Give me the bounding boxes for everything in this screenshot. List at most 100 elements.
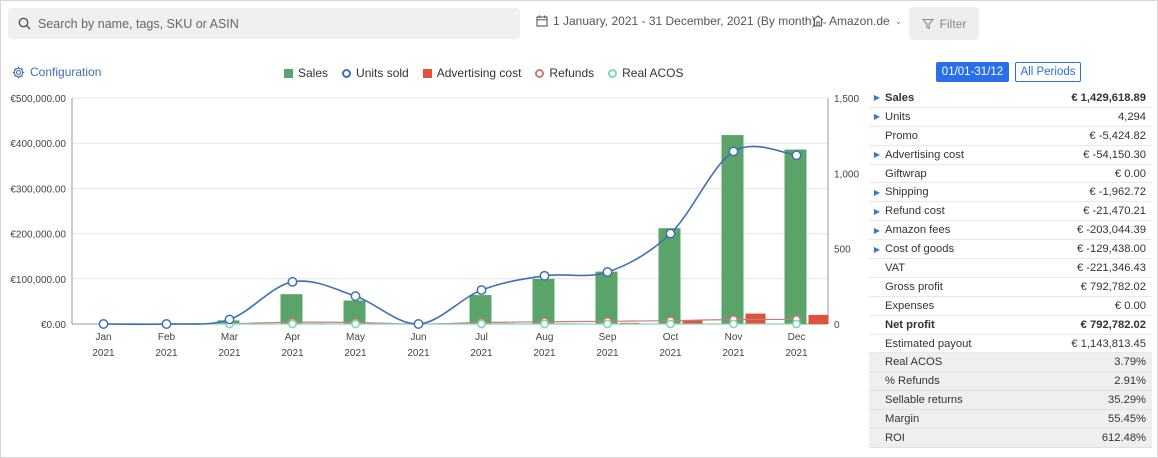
date-range-picker[interactable]: 1 January, 2021 - 31 December, 2021 (By … (536, 14, 828, 28)
summary-row-vat: VAT € -221,346.43 (869, 259, 1152, 278)
search-box[interactable] (8, 8, 520, 39)
legend-swatch (422, 68, 432, 78)
real-acos-point (540, 319, 549, 329)
x-tick-sublabel: 2021 (722, 348, 745, 359)
real-acos-point (603, 319, 612, 329)
summary-label: Sales (885, 91, 915, 104)
summary-row-estimated-payout: Estimated payout € 1,143,813.45 (869, 335, 1152, 354)
x-tick-label: Jan (95, 332, 111, 343)
x-tick-sublabel: 2021 (344, 348, 367, 359)
sales-bar (532, 278, 555, 324)
legend-item-advertising-cost[interactable]: Advertising cost (422, 66, 522, 80)
summary-value: € -21,470.21 (1083, 205, 1146, 218)
filter-button[interactable]: Filter (909, 7, 979, 40)
summary-value: 4,294 (1118, 110, 1146, 123)
legend-label: Advertising cost (436, 66, 522, 80)
summary-row-amazon-fees[interactable]: ▶ Amazon fees € -203,044.39 (869, 221, 1152, 241)
legend-item-sales[interactable]: Sales (284, 66, 328, 80)
legend-label: Real ACOS (622, 66, 684, 80)
summary-row-gross-profit: Gross profit € 792,782.02 (869, 278, 1152, 297)
y-left-tick-label: €100,000.00 (10, 275, 66, 286)
summary-row-cost-of-goods[interactable]: ▶ Cost of goods € -129,438.00 (869, 240, 1152, 260)
sales-bar (721, 135, 744, 324)
summary-value: 55.45% (1108, 413, 1146, 426)
summary-label: Cost of goods (885, 243, 955, 256)
y-right-tick-label: 0 (834, 320, 840, 331)
x-tick-sublabel: 2021 (155, 348, 178, 359)
units-sold-point (287, 276, 298, 287)
sales-bar (343, 300, 366, 324)
calendar-icon (536, 15, 548, 27)
summary-value: 35.29% (1108, 394, 1146, 407)
summary-row-shipping[interactable]: ▶ Shipping € -1,962.72 (869, 183, 1152, 203)
chevron-down-icon: ⌄ (820, 15, 829, 26)
units-sold-line (103, 145, 797, 326)
summary-label: Estimated payout (885, 337, 972, 350)
summary-label: ROI (885, 431, 905, 444)
legend-label: Refunds (549, 66, 595, 80)
summary-table: ▶ Sales € 1,429,618.89 ▶ Units 4,294 Promo € -5… (869, 89, 1152, 448)
legend-label: Units sold (356, 66, 409, 80)
summary-row-sales[interactable]: ▶ Sales € 1,429,618.89 (869, 89, 1152, 108)
x-tick-sublabel: 2021 (659, 348, 682, 359)
expand-arrow-icon: ▶ (873, 150, 881, 160)
real-acos-point (792, 319, 801, 329)
real-acos-point (729, 319, 738, 329)
units-sold-point (791, 150, 802, 161)
summary-row-refund-cost[interactable]: ▶ Refund cost € -21,470.21 (869, 202, 1152, 222)
summary-value: 2.91% (1114, 375, 1146, 388)
legend-swatch (342, 68, 352, 78)
expand-arrow-icon: ▶ (873, 244, 881, 254)
x-tick-sublabel: 2021 (218, 348, 241, 359)
y-right-tick-label: 500 (834, 245, 851, 256)
sales-bar (469, 295, 492, 324)
legend-item-refunds[interactable]: Refunds (535, 66, 594, 80)
sales-bar (595, 271, 618, 324)
summary-row-units[interactable]: ▶ Units 4,294 (869, 108, 1152, 127)
filter-label: Filter (939, 16, 967, 31)
units-sold-point (98, 319, 109, 329)
units-sold-point (350, 291, 361, 302)
chart-legend: Sales Units sold Advertising cost Refunds Re… (284, 66, 697, 80)
summary-label: VAT (885, 261, 906, 274)
units-sold-point (665, 228, 676, 239)
legend-item-real-acos[interactable]: Real ACOS (608, 66, 683, 80)
summary-label: Amazon fees (885, 224, 951, 237)
legend-label: Sales (298, 66, 329, 80)
chevron-down-icon: ⌄ (894, 15, 903, 26)
summary-label: % Refunds (885, 375, 940, 388)
legend-item-units-sold[interactable]: Units sold (342, 66, 409, 80)
search-icon (18, 17, 31, 30)
marketplace-selector[interactable]: Amazon.de ⌄ (812, 14, 902, 28)
summary-label: Net profit (885, 318, 935, 331)
summary-row-expenses: Expenses € 0.00 (869, 297, 1152, 316)
x-tick-sublabel: 2021 (470, 348, 493, 359)
summary-row-promo: Promo € -5,424.82 (869, 127, 1152, 146)
search-input[interactable] (38, 16, 498, 31)
x-tick-label: Jul (475, 332, 488, 343)
x-tick-label: Nov (725, 332, 743, 343)
period-current-button[interactable]: 01/01-31/12 (936, 62, 1009, 82)
period-all-button[interactable]: All Periods (1015, 62, 1081, 82)
real-acos-point (477, 319, 486, 329)
summary-value: € -54,150.30 (1083, 148, 1146, 161)
expand-arrow-icon: ▶ (873, 225, 881, 235)
sales-chart: €0.00 €100,000.00 €200,000.00 €300,000.00 €4… (10, 94, 859, 359)
x-tick-label: Aug (536, 332, 554, 343)
summary-label: Margin (885, 413, 920, 426)
configuration-link[interactable]: Configuration (12, 65, 101, 79)
x-tick-label: May (346, 332, 365, 343)
y-left-tick-label: €400,000.00 (10, 139, 66, 150)
units-sold-point (539, 270, 550, 281)
summary-value: € 1,143,813.45 (1071, 337, 1146, 350)
summary-value: € -221,346.43 (1076, 261, 1146, 274)
store-icon (812, 15, 824, 27)
summary-label: Sellable returns (885, 394, 963, 407)
expand-arrow-icon: ▶ (873, 187, 881, 197)
x-tick-sublabel: 2021 (92, 348, 115, 359)
date-range-label: 1 January, 2021 - 31 December, 2021 (By … (553, 14, 816, 28)
units-sold-point (602, 267, 613, 277)
summary-row-advertising-cost[interactable]: ▶ Advertising cost € -54,150.30 (869, 146, 1152, 165)
summary-label: Gross profit (885, 280, 943, 293)
x-tick-sublabel: 2021 (785, 348, 808, 359)
